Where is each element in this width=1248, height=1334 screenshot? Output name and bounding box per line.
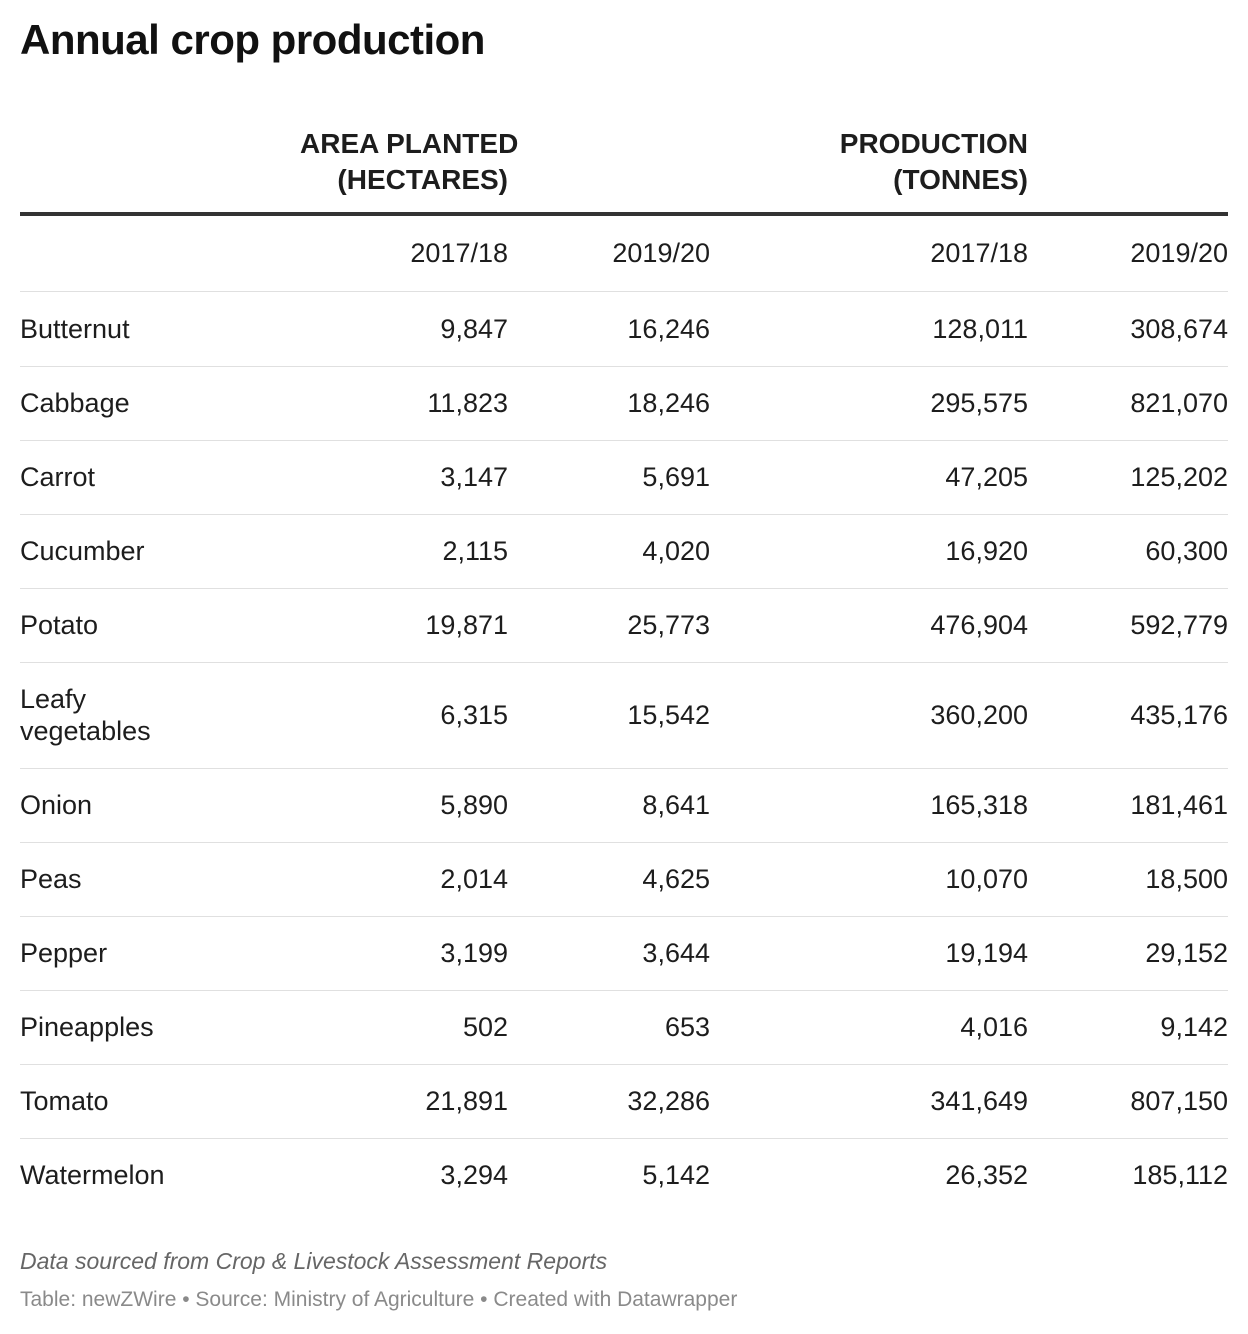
crop-name-cell: Potato: [20, 610, 99, 640]
value-cell: 19,194: [945, 938, 1028, 968]
value-cell: 181,461: [1130, 790, 1228, 820]
column-header-production-2019: 2019/20: [1130, 238, 1228, 268]
crop-name-cell: Watermelon: [20, 1160, 165, 1190]
value-cell: 476,904: [930, 610, 1028, 640]
crop-name-cell: Onion: [20, 790, 93, 820]
table-row: Onion 5,890 8,641 165,318 181,461: [20, 768, 1228, 843]
value-cell: 5,691: [642, 462, 710, 492]
value-cell: 9,847: [440, 314, 508, 344]
value-cell: 295,575: [930, 388, 1028, 418]
crop-name-cell: Tomato: [20, 1086, 109, 1116]
table-row: Watermelon 3,294 5,142 26,352 185,112: [20, 1138, 1228, 1212]
header-divider: [20, 212, 1228, 216]
value-cell: 9,142: [1160, 1012, 1228, 1042]
value-cell: 6,315: [440, 700, 508, 730]
value-cell: 5,142: [642, 1160, 710, 1190]
table-row: Pepper 3,199 3,644 19,194 29,152: [20, 916, 1228, 991]
crop-name-cell: Carrot: [20, 462, 96, 492]
column-header-production-2017: 2017/18: [930, 238, 1028, 268]
value-cell: 125,202: [1130, 462, 1228, 492]
value-cell: 2,014: [440, 864, 508, 894]
value-cell: 11,823: [427, 388, 508, 418]
value-cell: 653: [664, 1012, 710, 1042]
data-notes: Data sourced from Crop & Livestock Asses…: [20, 1248, 608, 1274]
value-cell: 16,920: [945, 536, 1028, 566]
value-cell: 16,246: [627, 314, 710, 344]
table-row: Carrot 3,147 5,691 47,205 125,202: [20, 440, 1228, 515]
crop-name-cell: Pineapples: [20, 1012, 154, 1042]
value-cell: 4,625: [642, 864, 710, 894]
value-cell: 807,150: [1130, 1086, 1228, 1116]
group-header-line: PRODUCTION: [839, 128, 1028, 159]
value-cell: 8,641: [642, 790, 710, 820]
table-row: Cabbage 11,823 18,246 295,575 821,070: [20, 366, 1228, 441]
value-cell: 308,674: [1130, 314, 1228, 344]
table-row: Cucumber 2,115 4,020 16,920 60,300: [20, 514, 1228, 589]
group-header-line: (HECTARES): [337, 164, 508, 195]
chart-title: Annual crop production: [20, 16, 485, 63]
group-header-production: PRODUCTION (TONNES): [810, 126, 1028, 198]
value-cell: 3,199: [440, 938, 508, 968]
crop-name-cell: Pepper: [20, 938, 108, 968]
chart-footer: Table: newZWire • Source: Ministry of Ag…: [20, 1288, 738, 1311]
value-cell: 18,500: [1145, 864, 1228, 894]
crop-name-cell: Cucumber: [20, 536, 145, 566]
crop-name-cell: Leafy vegetables: [20, 684, 151, 746]
value-cell: 19,871: [425, 610, 508, 640]
value-cell: 821,070: [1130, 388, 1228, 418]
group-header-line: AREA PLANTED: [300, 128, 519, 159]
value-cell: 185,112: [1132, 1160, 1228, 1190]
value-cell: 592,779: [1130, 610, 1228, 640]
value-cell: 25,773: [627, 610, 710, 640]
table-row: Peas 2,014 4,625 10,070 18,500: [20, 842, 1228, 917]
value-cell: 3,147: [440, 462, 508, 492]
value-cell: 60,300: [1145, 536, 1228, 566]
crop-name-cell: Butternut: [20, 314, 130, 344]
value-cell: 3,294: [440, 1160, 508, 1190]
value-cell: 2,115: [442, 536, 508, 566]
value-cell: 3,644: [642, 938, 710, 968]
group-header-area: AREA PLANTED (HECTARES): [300, 126, 519, 198]
table-row: Potato 19,871 25,773 476,904 592,779: [20, 588, 1228, 663]
column-header-area-2019: 2019/20: [612, 238, 710, 268]
value-cell: 165,318: [930, 790, 1028, 820]
value-cell: 29,152: [1145, 938, 1228, 968]
table-row: Butternut 9,847 16,246 128,011 308,674: [20, 292, 1228, 367]
crop-name-cell: Peas: [20, 864, 82, 894]
value-cell: 32,286: [627, 1086, 710, 1116]
table-row: Pineapples 502 653 4,016 9,142: [20, 990, 1228, 1065]
table-row: Tomato 21,891 32,286 341,649 807,150: [20, 1064, 1228, 1139]
column-header-row: 2017/18 2019/20 2017/18 2019/20: [20, 216, 1228, 292]
value-cell: 4,020: [642, 536, 710, 566]
crop-name-cell: Cabbage: [20, 388, 130, 418]
value-cell: 47,205: [945, 462, 1028, 492]
value-cell: 18,246: [627, 388, 710, 418]
value-cell: 502: [462, 1012, 508, 1042]
group-header-line: (TONNES): [893, 164, 1028, 195]
value-cell: 4,016: [960, 1012, 1028, 1042]
column-header-area-2017: 2017/18: [410, 238, 508, 268]
value-cell: 15,542: [627, 700, 710, 730]
value-cell: 435,176: [1130, 700, 1228, 730]
value-cell: 21,891: [425, 1086, 508, 1116]
value-cell: 10,070: [945, 864, 1028, 894]
value-cell: 341,649: [930, 1086, 1028, 1116]
value-cell: 360,200: [930, 700, 1028, 730]
value-cell: 26,352: [945, 1160, 1028, 1190]
value-cell: 5,890: [440, 790, 508, 820]
value-cell: 128,011: [932, 314, 1028, 344]
table-row: Leafy vegetables 6,315 15,542 360,200 435,17…: [20, 662, 1228, 769]
